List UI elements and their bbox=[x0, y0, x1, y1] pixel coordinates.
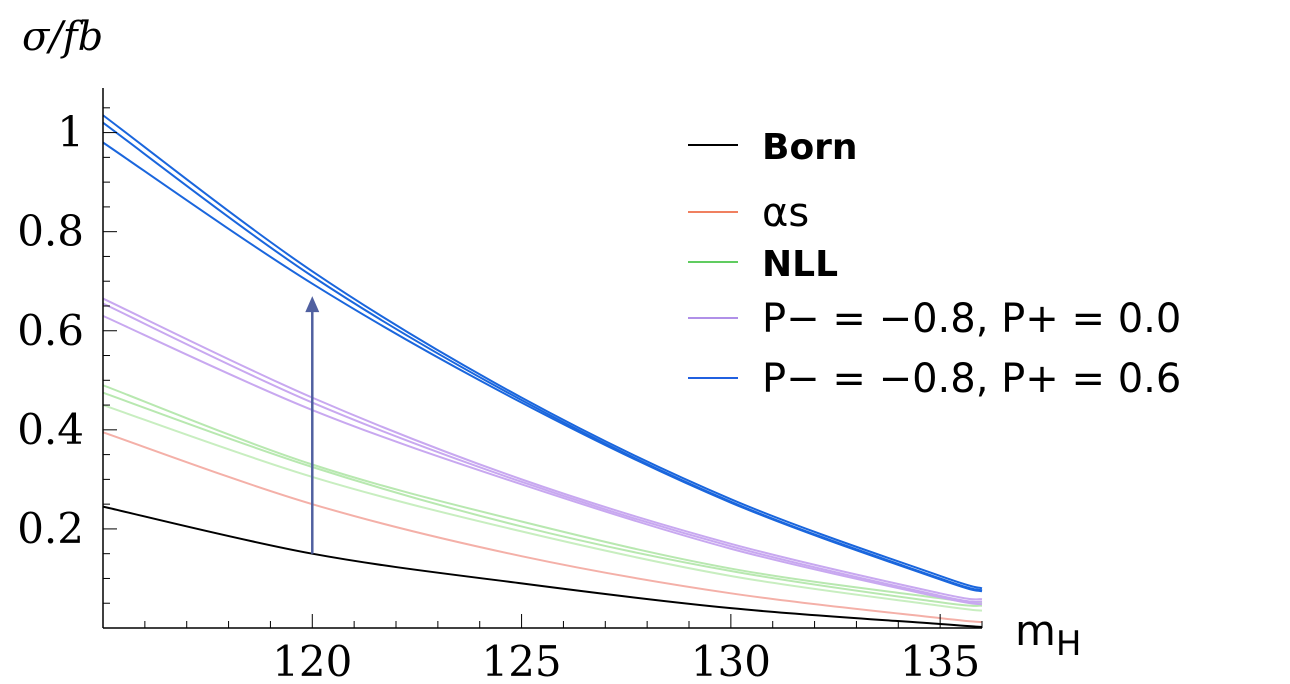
x-tick-label: 130 bbox=[691, 637, 771, 684]
series-line bbox=[102, 384, 983, 605]
y-tick-label: 0.2 bbox=[17, 504, 84, 553]
x-tick-label: 120 bbox=[272, 637, 352, 684]
series-line bbox=[102, 404, 983, 612]
y-axis-label: σ/fb bbox=[22, 14, 103, 60]
annotation-layer bbox=[305, 296, 320, 554]
x-axis-label: mH bbox=[1015, 606, 1082, 664]
axes-layer: 120 125 130 135 0.2 0.4 0.6 0.8 1 bbox=[17, 88, 983, 684]
legend: Born αs NLL P− = −0.8, P+ = 0.0 P− = −0.8, P… bbox=[688, 127, 1181, 402]
series-line bbox=[102, 314, 983, 606]
series-line bbox=[102, 431, 983, 624]
series-line bbox=[102, 297, 983, 601]
series-line bbox=[102, 505, 983, 629]
y-tick-label: 1 bbox=[57, 108, 84, 157]
series-line bbox=[102, 114, 983, 590]
legend-label: Born bbox=[762, 127, 858, 168]
series-layer bbox=[102, 114, 983, 629]
series-line bbox=[102, 302, 983, 603]
series-line bbox=[102, 141, 983, 593]
series-line bbox=[102, 391, 983, 607]
legend-label: P− = −0.8, P+ = 0.6 bbox=[762, 356, 1181, 402]
y-tick-label: 0.4 bbox=[17, 405, 84, 454]
legend-label: P− = −0.8, P+ = 0.0 bbox=[762, 296, 1181, 342]
legend-label: NLL bbox=[762, 244, 838, 285]
arrow-head bbox=[305, 296, 320, 313]
y-tick-label: 0.6 bbox=[17, 306, 84, 355]
ticks-layer: 120 125 130 135 0.2 0.4 0.6 0.8 1 bbox=[17, 107, 983, 684]
legend-label: αs bbox=[762, 190, 809, 236]
x-tick-label: 135 bbox=[900, 637, 980, 684]
y-tick-label: 0.8 bbox=[17, 207, 84, 256]
x-tick-label: 125 bbox=[481, 637, 561, 684]
